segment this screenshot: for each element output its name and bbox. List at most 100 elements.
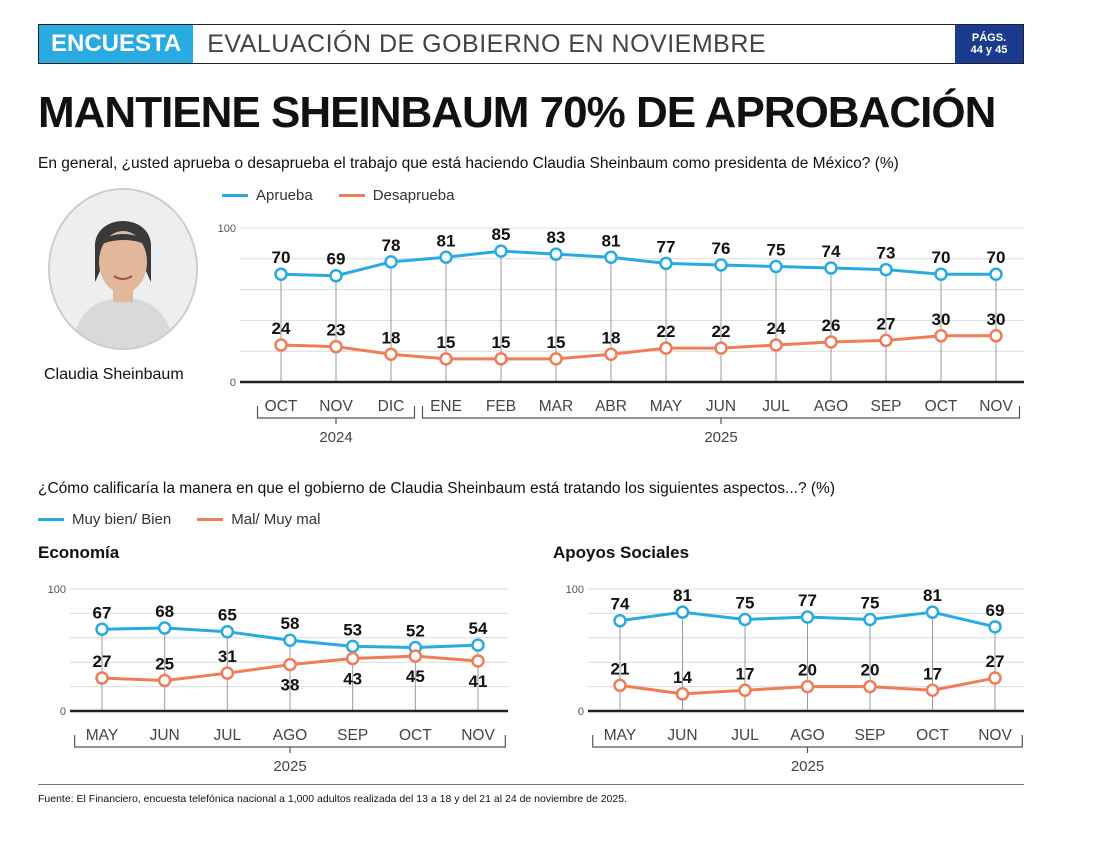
- x-tick-label: SEP: [870, 398, 901, 415]
- legend-approval: Aprueba Desaprueba: [222, 187, 454, 204]
- data-label: 14: [673, 668, 692, 687]
- data-label: 53: [343, 620, 362, 639]
- y-tick-label: 100: [566, 584, 584, 596]
- data-point: [329, 339, 343, 354]
- data-point: [95, 671, 109, 685]
- x-tick-label: JUN: [667, 727, 697, 744]
- x-tick-label: ENE: [430, 398, 462, 415]
- legend-swatch-desaprueba: [338, 194, 365, 197]
- data-label: 75: [861, 594, 880, 613]
- data-label: 81: [673, 586, 692, 605]
- data-label: 65: [218, 606, 237, 625]
- x-tick-label: AGO: [790, 727, 824, 744]
- x-tick-label: SEP: [337, 727, 368, 744]
- data-label: 26: [822, 316, 841, 335]
- data-point: [988, 671, 1002, 685]
- x-tick-label: SEP: [854, 727, 885, 744]
- data-label: 70: [932, 248, 951, 267]
- data-label: 58: [281, 614, 300, 633]
- data-point: [220, 666, 235, 680]
- question-approval: En general, ¿usted aprueba o desaprueba …: [38, 155, 899, 172]
- data-label: 15: [547, 333, 566, 352]
- data-label: 25: [155, 655, 174, 674]
- data-point: [659, 256, 673, 271]
- data-label: 15: [492, 333, 511, 352]
- data-label: 76: [712, 239, 731, 258]
- data-point: [863, 612, 877, 627]
- legend-label-desaprueba: Desaprueba: [372, 187, 455, 204]
- x-tick-label: OCT: [925, 398, 958, 415]
- data-point: [879, 262, 893, 277]
- data-point: [471, 638, 485, 652]
- x-tick-label: MAY: [86, 727, 118, 744]
- data-label: 24: [767, 319, 786, 338]
- data-label: 22: [712, 322, 731, 341]
- x-tick-label: NOV: [461, 727, 495, 744]
- data-point: [439, 250, 453, 265]
- portrait-caption: Claudia Sheinbaum: [44, 366, 184, 383]
- legend-label-bien: Muy bien/ Bien: [72, 511, 172, 528]
- data-label: 30: [987, 310, 1006, 329]
- data-point: [283, 633, 297, 647]
- data-label: 15: [437, 333, 456, 352]
- x-tick-label: OCT: [265, 398, 298, 415]
- data-point: [157, 621, 172, 635]
- data-label: 54: [469, 619, 488, 638]
- data-point: [934, 329, 948, 343]
- data-label: 18: [602, 328, 621, 347]
- page-reference: PÁGS. 44 y 45: [955, 25, 1023, 63]
- data-label: 81: [437, 231, 456, 250]
- section-tag: ENCUESTA: [39, 25, 194, 63]
- data-label: 20: [798, 661, 817, 680]
- approval-line-chart: 0 100 70 69 78 81 85 83 81 77 76 75 74 73 70 70 24 23 18 15…: [218, 223, 1024, 446]
- data-label: 77: [798, 591, 817, 610]
- chart-title-economia: Economía: [38, 543, 120, 562]
- data-point: [408, 649, 423, 663]
- data-point: [494, 244, 508, 258]
- page-reference-label: PÁGS.: [971, 32, 1007, 44]
- data-point: [769, 259, 783, 274]
- data-point: [800, 679, 815, 694]
- data-label: 24: [272, 319, 291, 338]
- year-label: 2025: [273, 758, 306, 775]
- data-label: 31: [218, 647, 237, 666]
- x-tick-label: NOV: [978, 727, 1012, 744]
- data-point: [675, 687, 690, 701]
- data-label: 70: [987, 248, 1006, 267]
- data-label: 67: [93, 603, 112, 622]
- data-point: [274, 338, 288, 352]
- data-label: 75: [736, 594, 755, 613]
- data-label: 20: [861, 661, 880, 680]
- data-point: [274, 267, 288, 281]
- x-tick-label: FEB: [486, 398, 516, 415]
- portrait-illustration: [50, 190, 196, 348]
- data-point: [738, 612, 752, 627]
- data-label: 70: [272, 248, 291, 267]
- data-point: [988, 620, 1002, 634]
- legend-swatch-aprueba: [222, 194, 248, 197]
- x-tick-label: AGO: [273, 727, 307, 744]
- y-tick-label: 100: [218, 223, 236, 235]
- portrait-photo: [48, 188, 198, 350]
- data-label: 18: [382, 328, 401, 347]
- data-point: [879, 333, 893, 348]
- x-tick-label: NOV: [979, 398, 1013, 415]
- data-label: 69: [986, 601, 1005, 620]
- x-tick-label: JUN: [150, 727, 180, 744]
- data-label: 22: [657, 322, 676, 341]
- legend-swatch-bien: [38, 518, 64, 521]
- data-label: 45: [406, 667, 425, 686]
- data-point: [613, 613, 627, 628]
- data-point: [95, 622, 109, 637]
- x-tick-label: JUL: [762, 398, 790, 415]
- year-label: 2025: [704, 429, 737, 446]
- data-label: 41: [469, 672, 488, 691]
- data-label: 17: [736, 664, 755, 683]
- data-point: [989, 267, 1003, 281]
- data-point: [549, 247, 563, 261]
- year-label: 2024: [319, 429, 352, 446]
- x-tick-label: MAY: [604, 727, 636, 744]
- x-tick-label: JUN: [706, 398, 736, 415]
- data-label: 77: [657, 237, 676, 256]
